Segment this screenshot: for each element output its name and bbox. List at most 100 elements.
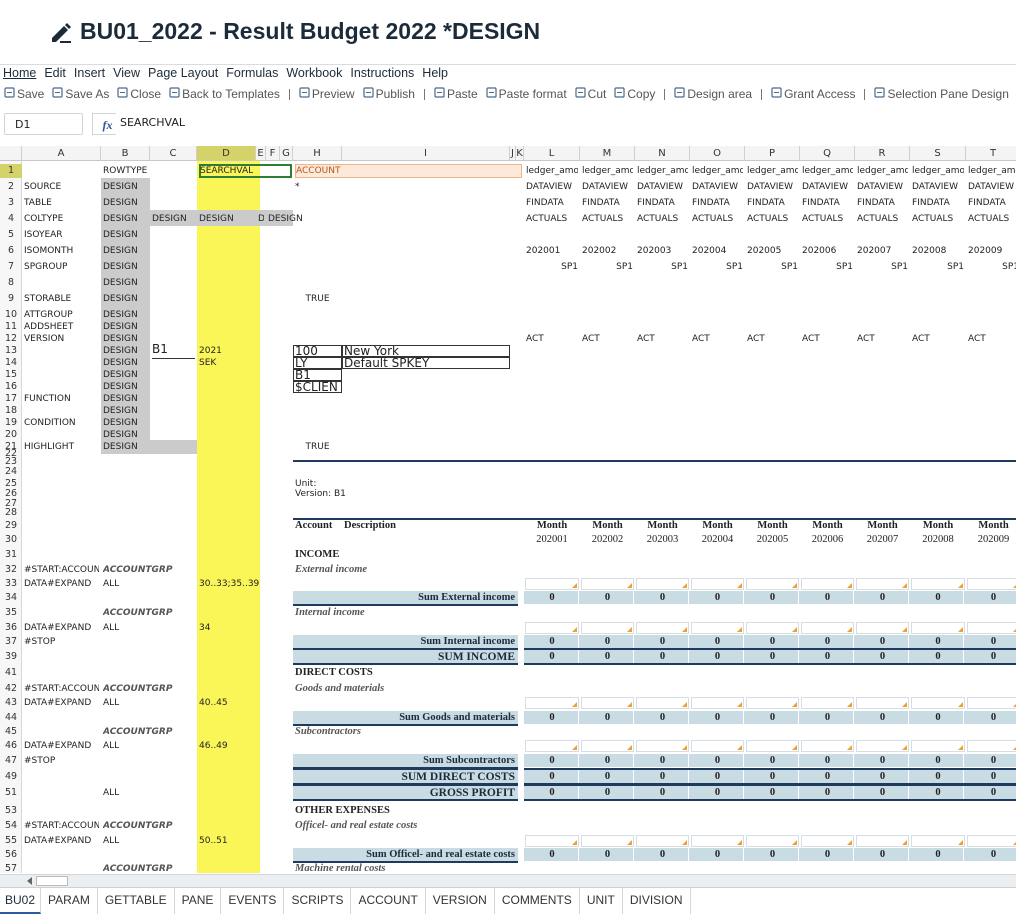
input-cell[interactable] [636,697,689,709]
cell[interactable]: 0 [990,651,997,662]
cell[interactable]: 0 [824,771,831,782]
cell[interactable]: ACTUALS [637,214,679,224]
column-header[interactable]: J [510,146,516,161]
row-header[interactable]: 6 [7,245,15,256]
menu-item[interactable]: Home [3,66,37,80]
cell[interactable]: SP1 [947,262,964,272]
input-cell[interactable] [525,578,579,590]
cell[interactable]: ACT [857,334,875,344]
cell[interactable]: 0 [659,787,666,798]
cell[interactable]: DATA#EXPAND [24,698,92,708]
cell[interactable]: 0 [604,651,611,662]
cell[interactable]: 2021 [199,346,222,356]
cell[interactable]: DESIGN [103,394,138,404]
input-cell[interactable] [856,740,909,752]
cell[interactable]: ACT [968,334,986,344]
cell[interactable]: 0 [549,636,555,647]
menu-item[interactable]: Workbook [286,66,343,80]
input-cell[interactable] [525,740,579,752]
cell[interactable]: 202002 [582,246,617,256]
cell[interactable]: DESIGN [103,214,138,224]
cell[interactable]: 34 [199,623,211,633]
cell[interactable]: 0 [824,592,831,603]
cell[interactable]: COLTYPE [24,214,64,224]
toolbar-button[interactable]: Back to Templates [169,87,280,101]
cell[interactable]: Month [592,520,623,531]
column-header[interactable]: H [293,146,342,161]
cell[interactable]: 0 [659,712,666,723]
input-cell[interactable] [525,697,579,709]
cell[interactable]: DESIGN [152,214,187,224]
toolbar-button[interactable]: Close [117,87,161,101]
cell[interactable]: ALL [103,623,120,633]
cell[interactable]: TRUE [305,442,330,452]
cell[interactable]: ACCOUNTGRP [103,684,173,694]
row-header[interactable]: 44 [4,712,18,723]
cell[interactable]: 0 [935,592,941,603]
row-header[interactable]: 22 [4,448,18,459]
toolbar-button[interactable]: Design area [674,87,752,101]
cell[interactable]: 0 [879,787,886,798]
sheet-tab[interactable]: COMMENTS [495,888,580,914]
input-cell[interactable] [691,740,744,752]
cell[interactable]: 0 [714,712,721,723]
cell[interactable]: VERSION [24,334,65,344]
cell[interactable]: 202001 [526,246,561,256]
cell[interactable]: 0 [935,712,941,723]
cell[interactable]: 0 [935,651,941,662]
toolbar-button[interactable]: Save As [52,87,109,101]
cell[interactable]: ACTUALS [968,214,1010,224]
cell[interactable]: ledger_amo [912,166,964,176]
cell[interactable]: 202007 [866,534,899,545]
column-header[interactable]: F [266,146,280,161]
input-cell[interactable] [746,622,799,634]
sheet-tab[interactable]: PANE [175,888,222,914]
cell[interactable]: ledger_amo [857,166,908,176]
cell[interactable]: DATAVIEW [526,182,573,192]
toolbar-button[interactable]: Save [4,87,44,101]
cell[interactable]: Month [978,520,1009,531]
cell[interactable]: 0 [769,849,776,860]
cell[interactable]: ACTUALS [912,214,954,224]
cell[interactable]: ALL [103,788,120,798]
menu-item[interactable]: Edit [44,66,66,80]
cell[interactable]: ACT [802,334,820,344]
row-header[interactable]: 16 [4,381,18,392]
cell[interactable]: Subcontractors [295,726,361,737]
toolbar-button[interactable]: Selection Pane Design [874,87,1009,101]
cell[interactable]: 0 [604,755,611,766]
sheet-tab[interactable]: ACCOUNT [351,888,426,914]
input-cell[interactable] [856,622,909,634]
cell[interactable]: DATA#EXPAND [24,579,92,589]
cell[interactable]: ALL [103,741,120,751]
cell[interactable]: Month [757,520,788,531]
input-cell[interactable] [967,578,1016,590]
cell[interactable]: DESIGN [103,358,138,368]
cell[interactable]: 202005 [756,534,789,545]
row-header[interactable]: 32 [4,564,18,575]
input-cell[interactable] [967,740,1016,752]
cell[interactable]: DESIGN [103,334,138,344]
input-cell[interactable] [911,835,965,847]
row-header[interactable]: 19 [4,417,18,428]
row-header[interactable]: 21 [4,441,18,452]
row-header[interactable]: 49 [4,771,18,782]
cell[interactable]: DESIGN [268,214,303,224]
row-header[interactable]: 33 [4,578,18,589]
cell[interactable]: ledger_amo [968,166,1016,176]
row-header[interactable]: 27 [4,498,18,509]
column-header[interactable]: L [524,146,580,161]
cell[interactable]: ROWTYPE [103,166,148,176]
sheet-tab[interactable]: GETTABLE [98,888,175,914]
cell[interactable]: ACCOUNTGRP [103,608,173,618]
scroll-thumb[interactable] [36,876,68,886]
cell[interactable]: #START:ACCOUN [24,565,99,575]
row-header[interactable]: 36 [4,622,18,633]
cell[interactable]: ACT [526,334,544,344]
cell[interactable]: ACTUALS [526,214,568,224]
column-header[interactable]: R [855,146,910,161]
cell[interactable]: Sum Officel- and real estate costs [366,849,515,860]
sheet-tab[interactable]: BU02 [0,888,42,914]
cell[interactable]: 0 [549,651,555,662]
cell[interactable]: 0 [935,849,941,860]
